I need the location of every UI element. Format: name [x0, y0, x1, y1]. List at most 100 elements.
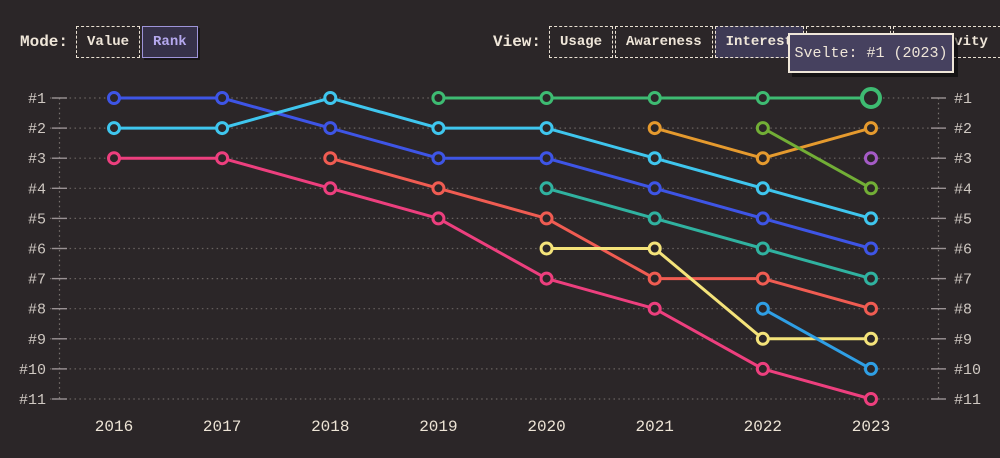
data-point[interactable] [863, 211, 878, 226]
data-point[interactable] [107, 91, 121, 105]
data-point[interactable] [647, 91, 662, 105]
data-point[interactable] [323, 91, 338, 105]
data-point[interactable] [431, 151, 446, 166]
chart-tooltip: Svelte: #1 (2023) [788, 33, 954, 73]
x-axis-label: 2023 [852, 418, 890, 436]
data-point[interactable] [107, 121, 121, 136]
data-point[interactable] [431, 181, 446, 196]
data-point[interactable] [863, 392, 878, 406]
data-point[interactable] [431, 91, 446, 105]
data-point[interactable] [539, 271, 554, 286]
x-axis-label: 2018 [311, 418, 349, 436]
data-point[interactable] [755, 241, 770, 256]
y-axis-label-right: #5 [954, 211, 972, 228]
y-axis-label-right: #2 [954, 121, 972, 138]
data-point[interactable] [647, 121, 662, 136]
y-axis-label-right: #9 [954, 332, 972, 349]
data-point[interactable] [539, 211, 554, 226]
data-point[interactable] [755, 211, 770, 226]
rank-bump-chart: #1 #1 #2 #2 #3 #3 #4 #4 #5 #5 #6 #6 #7 #7 #8 #8 #9 #9 #10 #… [19, 87, 981, 436]
data-point[interactable] [755, 361, 770, 376]
y-axis-label-right: #1 [954, 91, 972, 108]
data-point[interactable] [647, 211, 662, 226]
x-axis-label: 2019 [419, 418, 457, 436]
mode-label: Mode: [20, 33, 69, 51]
data-point[interactable] [539, 121, 554, 136]
y-axis-label-left: #10 [19, 362, 46, 379]
data-point[interactable] [755, 91, 770, 105]
y-axis-label-left: #5 [28, 211, 46, 228]
data-point[interactable] [863, 301, 878, 316]
x-axis-label: 2020 [527, 418, 565, 436]
series-line-cyan [112, 96, 873, 220]
data-point[interactable] [431, 121, 446, 136]
data-point[interactable] [539, 241, 554, 256]
data-point[interactable] [539, 151, 554, 166]
data-point[interactable] [863, 271, 878, 286]
y-axis-label-left: #1 [28, 91, 46, 108]
x-axis-label: 2017 [203, 418, 241, 436]
y-axis-label-left: #9 [28, 332, 46, 349]
data-point[interactable] [647, 151, 662, 166]
view-option-awareness[interactable]: Awareness [615, 26, 713, 58]
y-axis-label-left: #11 [19, 392, 46, 409]
y-axis-label-left: #7 [28, 272, 46, 289]
mode-option-value[interactable]: Value [76, 26, 141, 58]
data-point[interactable] [215, 151, 230, 166]
data-point[interactable] [755, 181, 770, 196]
mode-toggle-group: Mode: Value Rank [20, 26, 198, 58]
data-point[interactable] [863, 241, 878, 256]
x-axis-label: 2022 [744, 418, 782, 436]
series-line-coral [328, 156, 873, 311]
x-axis-label: 2021 [635, 418, 673, 436]
y-axis-label-right: #10 [954, 362, 981, 379]
data-point[interactable] [755, 121, 770, 136]
mode-option-rank[interactable]: Rank [142, 26, 198, 58]
data-point[interactable] [215, 91, 230, 105]
data-point[interactable] [755, 331, 770, 346]
data-point[interactable] [431, 211, 446, 226]
data-point[interactable] [647, 301, 662, 316]
y-axis-label-left: #8 [28, 302, 46, 319]
chart-tooltip-text: Svelte: #1 (2023) [794, 44, 948, 62]
data-point[interactable] [539, 91, 554, 105]
data-point[interactable] [215, 121, 230, 136]
data-point[interactable] [107, 151, 121, 166]
data-point-highlighted[interactable] [859, 87, 882, 109]
y-axis-label-right: #3 [954, 151, 972, 168]
series-line-teal [545, 186, 873, 281]
y-axis-label-left: #6 [28, 242, 46, 259]
x-axis-label: 2016 [95, 418, 133, 436]
y-axis-label-left: #3 [28, 151, 46, 168]
view-label: View: [493, 33, 542, 51]
data-point[interactable] [755, 151, 770, 166]
mode-buttons: Value Rank [76, 26, 198, 58]
data-point[interactable] [647, 271, 662, 286]
view-option-usage[interactable]: Usage [549, 26, 614, 58]
y-axis-label-left: #2 [28, 121, 46, 138]
series-line-azure [761, 307, 873, 371]
series-line-blue [112, 96, 873, 250]
data-point[interactable] [755, 271, 770, 286]
data-point[interactable] [323, 151, 338, 166]
series-line-olive [761, 126, 873, 190]
data-point[interactable] [323, 121, 338, 136]
y-axis-label-right: #7 [954, 272, 972, 289]
data-point[interactable] [323, 181, 338, 196]
data-point[interactable] [647, 181, 662, 196]
y-axis-label-right: #4 [954, 181, 972, 198]
data-point[interactable] [863, 361, 878, 376]
data-point[interactable] [539, 181, 554, 196]
data-point[interactable] [755, 301, 770, 316]
series-line-rose [112, 156, 873, 401]
data-point[interactable] [647, 241, 662, 256]
y-axis-label-right: #11 [954, 392, 981, 409]
data-point[interactable] [863, 121, 878, 136]
data-point[interactable] [863, 181, 878, 196]
y-axis-label-right: #6 [954, 242, 972, 259]
y-axis-label-right: #8 [954, 302, 972, 319]
data-point[interactable] [863, 151, 878, 166]
data-point[interactable] [863, 331, 878, 346]
y-axis-label-left: #4 [28, 181, 46, 198]
